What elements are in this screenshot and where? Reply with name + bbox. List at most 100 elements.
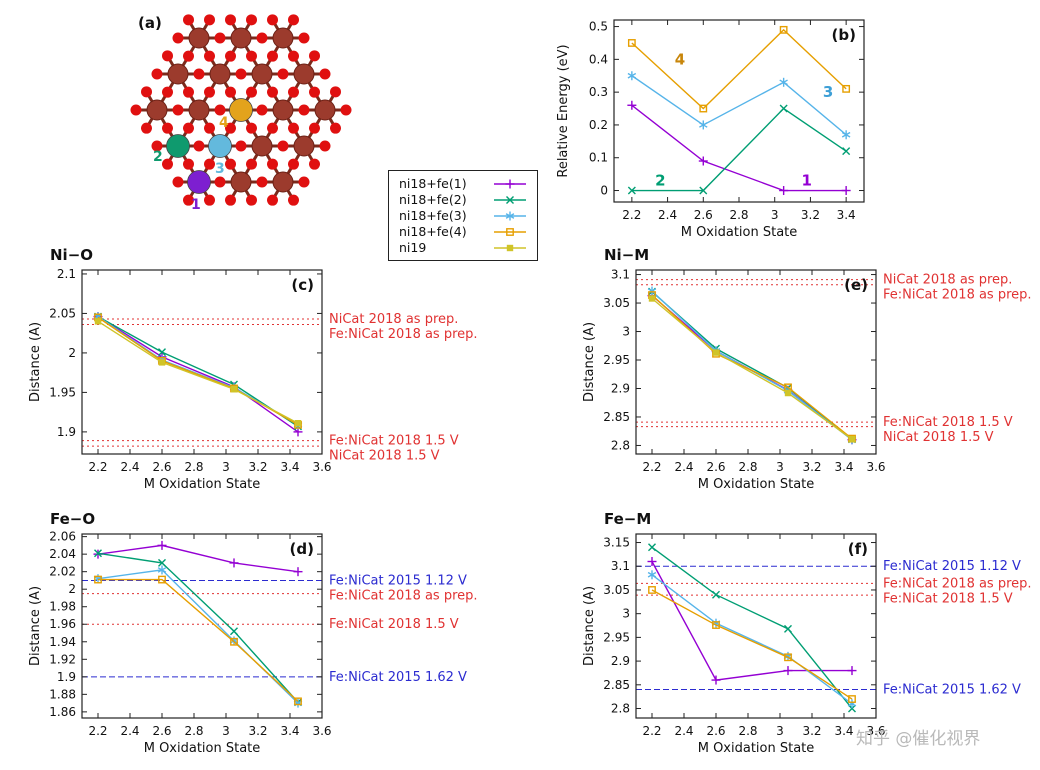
svg-text:0: 0 [600,184,608,198]
svg-text:2.6: 2.6 [706,460,725,474]
reference-labels: NiCat 2018 as prep.Fe:NiCat 2018 as prep… [883,273,1032,445]
svg-text:(e): (e) [844,276,868,294]
svg-text:Fe−O: Fe−O [50,510,95,528]
panel-chart-f: 2.2 2.4 2.6 2.8 3 3.2 3.4 3.6 2.8 2.85 2.9 2.95 3 3.0… [578,508,1040,764]
series-ni18+fe(2) [647,543,857,713]
svg-text:3.4: 3.4 [280,724,299,738]
svg-text:3.4: 3.4 [280,460,299,474]
svg-text:Fe:NiCat 2018 as prep.: Fe:NiCat 2018 as prep. [883,576,1032,591]
svg-text:(d): (d) [290,540,314,558]
svg-text:Relative Energy (eV): Relative Energy (eV) [556,44,571,177]
svg-text:Fe:NiCat 2018 as prep.: Fe:NiCat 2018 as prep. [329,327,478,342]
svg-text:3.4: 3.4 [837,208,856,222]
series-ni19 [94,318,302,427]
svg-text:2.2: 2.2 [622,208,641,222]
legend-entry-ni18+fe(1): ni18+fe(1) [399,176,527,191]
svg-text:Fe:NiCat 2015 1.12 V: Fe:NiCat 2015 1.12 V [883,559,1021,574]
legend-entry-ni18+fe(2): ni18+fe(2) [399,192,527,207]
svg-text:2.8: 2.8 [184,460,203,474]
series-ni18+fe(4) [94,575,302,706]
svg-text:4: 4 [675,50,685,68]
chart-e: 2.2 2.4 2.6 2.8 3 3.2 3.4 3.6 2.8 2.85 2.9 2.95 3 3.0… [582,246,1032,492]
svg-text:Fe:NiCat 2018 1.5 V: Fe:NiCat 2018 1.5 V [883,591,1013,606]
panel-chart-d: 2.2 2.4 2.6 2.8 3 3.2 3.4 3.6 1.86 1.88 1.9 1.92 1.9… [24,508,486,764]
svg-text:2.95: 2.95 [603,630,630,644]
svg-text:4: 4 [219,115,229,131]
chart-d: 2.2 2.4 2.6 2.8 3 3.2 3.4 3.6 1.86 1.88 1.9 1.92 1.9… [28,510,478,756]
svg-text:2.8: 2.8 [611,438,630,452]
legend-sample-square-open-icon [494,227,526,236]
svg-text:Ni−M: Ni−M [604,246,649,264]
svg-text:2: 2 [68,346,76,360]
svg-text:M Oxidation State: M Oxidation State [681,225,798,240]
svg-text:2.6: 2.6 [152,460,171,474]
svg-text:NiCat 2018 as prep.: NiCat 2018 as prep. [883,273,1012,288]
svg-text:3.6: 3.6 [866,724,885,738]
legend-label: ni18+fe(4) [399,224,467,239]
axes: 2.2 2.4 2.6 2.8 3 3.2 3.4 3.6 1.9 1.95 2 2.05 2.1 [49,267,331,474]
svg-text:Fe:NiCat 2018 as prep.: Fe:NiCat 2018 as prep. [883,288,1032,303]
svg-text:0.4: 0.4 [589,52,608,66]
svg-text:2.8: 2.8 [738,460,757,474]
series-ni18+fe(3) [627,71,851,140]
svg-text:2.02: 2.02 [49,565,76,579]
molecule-structure: 1 2 3 4 [130,14,352,213]
svg-text:3: 3 [823,83,833,101]
reference-lines [82,579,322,678]
svg-text:2.1: 2.1 [57,267,76,281]
svg-text:3.1: 3.1 [611,559,630,573]
svg-text:M Oxidation State: M Oxidation State [698,741,815,756]
reference-labels: NiCat 2018 as prep.Fe:NiCat 2018 as prep… [329,312,478,464]
svg-text:1.96: 1.96 [49,617,76,631]
axes: 2.2 2.4 2.6 2.8 3 3.2 3.4 3.6 1.86 1.88 1.9 1.92 1.9… [49,530,331,738]
svg-text:Fe:NiCat 2018 as prep.: Fe:NiCat 2018 as prep. [329,588,478,603]
svg-text:Fe:NiCat 2015 1.12 V: Fe:NiCat 2015 1.12 V [329,573,467,588]
watermark: 知乎 @催化视界 [856,729,981,749]
svg-text:3.4: 3.4 [834,460,853,474]
svg-text:3.6: 3.6 [312,724,331,738]
legend-label: ni18+fe(2) [399,192,467,207]
panel-chart-c: 2.2 2.4 2.6 2.8 3 3.2 3.4 3.6 1.9 1.95 2 2.05 2.1 M O… [24,244,486,500]
svg-text:3: 3 [215,161,225,177]
svg-text:0.3: 0.3 [589,85,608,99]
legend-label: ni18+fe(3) [399,208,467,223]
series-ni18+fe(2) [627,104,851,195]
svg-text:3: 3 [222,460,230,474]
svg-text:2: 2 [68,582,76,596]
reference-lines [636,279,876,428]
svg-text:2.85: 2.85 [603,678,630,692]
svg-text:3: 3 [222,724,230,738]
svg-text:1.9: 1.9 [57,670,76,684]
svg-text:2.2: 2.2 [642,460,661,474]
svg-text:3.2: 3.2 [802,460,821,474]
svg-text:2.9: 2.9 [611,381,630,395]
chart-b: 2.2 2.4 2.6 2.8 3 3.2 3.4 0 0.1 0.2 0.3 0.4 0.5 M Oxi… [556,19,865,240]
svg-text:NiCat 2018 as prep.: NiCat 2018 as prep. [329,312,458,327]
axes: 2.2 2.4 2.6 2.8 3 3.2 3.4 3.6 2.8 2.85 2.9 2.95 3 3.0… [603,533,886,738]
svg-text:Fe:NiCat 2018 1.5 V: Fe:NiCat 2018 1.5 V [329,434,459,449]
svg-text:Distance (A): Distance (A) [582,322,597,402]
svg-text:1.92: 1.92 [49,652,76,666]
svg-text:3.05: 3.05 [603,583,630,597]
svg-text:3.05: 3.05 [603,296,630,310]
svg-text:1.94: 1.94 [49,635,76,649]
svg-text:0.5: 0.5 [589,20,608,34]
site-1 [187,170,211,194]
series-ni18+fe(1) [93,540,303,577]
chart-c: 2.2 2.4 2.6 2.8 3 3.2 3.4 3.6 1.9 1.95 2 2.05 2.1 M O… [28,246,478,492]
series-ni18+fe(3) [647,570,857,709]
svg-text:3.1: 3.1 [611,268,630,282]
legend-sample-plus-icon [494,179,526,188]
legend-sample-cross-icon [494,195,526,204]
svg-text:3: 3 [771,208,779,222]
svg-text:Distance (A): Distance (A) [582,586,597,666]
svg-text:3.2: 3.2 [248,460,267,474]
svg-text:1.98: 1.98 [49,600,76,614]
svg-text:M Oxidation State: M Oxidation State [144,741,261,756]
svg-text:1: 1 [802,172,812,190]
panel-a-label: (a) [138,14,162,32]
legend-sample-square-filled-icon [494,244,526,251]
axes: 2.2 2.4 2.6 2.8 3 3.2 3.4 3.6 2.8 2.85 2.9 2.95 3 3.0… [603,268,885,474]
site-3 [208,134,232,158]
svg-text:Fe:NiCat 2018 1.5 V: Fe:NiCat 2018 1.5 V [883,415,1013,430]
